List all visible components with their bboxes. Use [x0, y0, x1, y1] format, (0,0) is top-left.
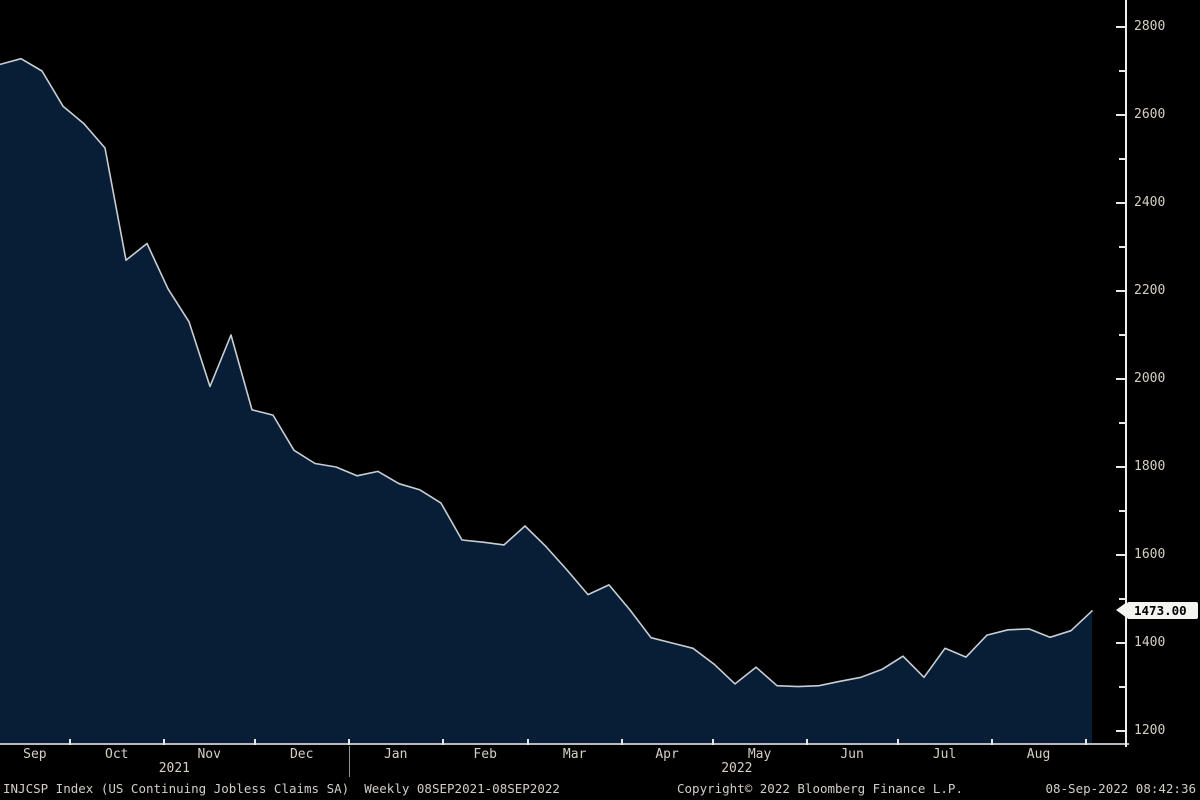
last-price-flag-arrow	[1116, 602, 1127, 619]
month-label: Aug	[1026, 747, 1051, 762]
last-price-flag: 1473.00	[1127, 602, 1198, 620]
x-axis-month-tick	[527, 739, 529, 745]
x-axis-month-tick	[1085, 739, 1087, 745]
x-axis-month-tick	[163, 739, 165, 745]
y-axis-tick-label: 1600	[1134, 547, 1166, 562]
year-label: 2022	[721, 761, 753, 776]
y-axis-tick-label: 2600	[1134, 107, 1166, 122]
month-label: Jul	[932, 747, 957, 762]
x-axis-month-tick	[712, 739, 714, 745]
x-axis-month-tick	[348, 739, 350, 745]
y-axis-major-tick	[1116, 554, 1126, 556]
y-axis-minor-tick	[1119, 510, 1126, 512]
month-label: Jan	[383, 747, 408, 762]
y-axis-tick-label: 2400	[1134, 195, 1166, 210]
y-axis-tick-label: 2800	[1134, 19, 1166, 34]
y-axis-major-tick	[1116, 202, 1126, 204]
y-axis-minor-tick	[1119, 246, 1126, 248]
y-axis-minor-tick	[1119, 70, 1126, 72]
footer-bar: INJCSP Index (US Continuing Jobless Clai…	[0, 779, 1200, 800]
month-label: Nov	[197, 747, 221, 762]
month-label: Apr	[655, 747, 679, 762]
x-axis-line	[0, 743, 1129, 745]
y-axis-major-tick	[1116, 290, 1126, 292]
y-axis-major-tick	[1116, 114, 1126, 116]
footer-timestamp: 08-Sep-2022 08:42:36	[1045, 781, 1196, 796]
y-axis-minor-tick	[1119, 598, 1126, 600]
month-label: Oct	[104, 747, 129, 762]
y-axis-tick-label: 1200	[1134, 723, 1166, 738]
x-axis-month-tick	[806, 739, 808, 745]
footer-instrument-info: INJCSP Index (US Continuing Jobless Clai…	[3, 781, 560, 796]
y-axis-minor-tick	[1119, 422, 1126, 424]
footer-copyright: Copyright© 2022 Bloomberg Finance L.P.	[677, 781, 963, 796]
y-axis-major-tick	[1116, 26, 1126, 28]
x-axis-month-tick	[621, 739, 623, 745]
x-axis-month-tick	[991, 739, 993, 745]
x-axis-month-tick	[69, 739, 71, 745]
x-axis-month-tick	[897, 739, 899, 745]
y-axis-line	[1125, 0, 1127, 747]
y-axis-tick-label: 1400	[1134, 635, 1166, 650]
y-axis-major-tick	[1116, 730, 1126, 732]
month-label: Dec	[289, 747, 314, 762]
y-axis-tick-label: 2000	[1134, 371, 1166, 386]
series-line	[0, 57, 1093, 688]
x-axis-month-tick	[442, 739, 444, 745]
year-divider	[349, 746, 350, 777]
month-label: Mar	[562, 747, 587, 762]
month-label: Sep	[23, 747, 47, 762]
y-axis-tick-label: 2200	[1134, 283, 1166, 298]
x-axis-month-tick	[254, 739, 256, 745]
y-axis-major-tick	[1116, 466, 1126, 468]
month-label: Feb	[473, 747, 497, 762]
area-fill	[0, 58, 1092, 745]
year-label: 2021	[158, 761, 191, 776]
y-axis-major-tick	[1116, 642, 1126, 644]
y-axis-minor-tick	[1119, 334, 1126, 336]
month-label: Jun	[840, 747, 864, 762]
y-axis-tick-label: 1800	[1134, 459, 1166, 474]
month-label: May	[747, 747, 772, 762]
y-axis-major-tick	[1116, 378, 1126, 380]
y-axis-minor-tick	[1119, 158, 1126, 160]
y-axis-minor-tick	[1119, 686, 1126, 688]
area-chart-plot[interactable]	[0, 0, 1125, 745]
